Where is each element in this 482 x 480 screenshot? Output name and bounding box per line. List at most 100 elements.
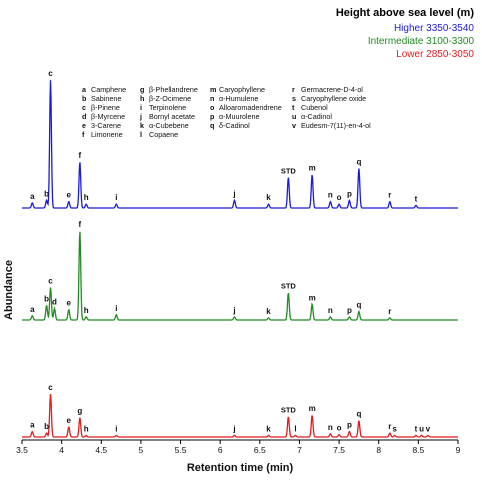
key-compound-name: Bornyl acetate xyxy=(149,112,195,121)
key-letter: h xyxy=(140,94,145,103)
key-letter: g xyxy=(140,85,145,94)
legend-entry-intermediate: Intermediate 3100-3300 xyxy=(367,36,474,47)
key-item-e: e 3-Carene xyxy=(82,121,121,131)
key-compound-name: β-Myrcene xyxy=(91,112,126,121)
peak-label-1-15: q xyxy=(356,157,361,166)
key-letter: m xyxy=(210,85,217,94)
peak-label-1-12: n xyxy=(328,191,333,200)
peak-label-1-8: j xyxy=(232,189,235,198)
peak-label-3-12: m xyxy=(309,404,316,413)
key-compound-name: β-Phellandrene xyxy=(149,85,198,94)
peak-label-3-7: i xyxy=(115,424,117,433)
key-compound-name: β-Pinene xyxy=(91,103,120,112)
key-compound-name: α-Humulene xyxy=(219,94,259,103)
peak-label-2-8: i xyxy=(115,304,117,313)
peak-label-3-1: a xyxy=(30,421,35,430)
peak-label-2-11: STD xyxy=(281,282,297,291)
peak-label-2-10: k xyxy=(266,307,271,316)
peak-label-3-9: k xyxy=(266,424,271,433)
peak-label-3-3: c xyxy=(48,383,53,392)
peak-label-1-5: f xyxy=(79,151,82,160)
legend-entry-higher: Higher 3350-3540 xyxy=(393,23,474,34)
key-letter: r xyxy=(292,85,295,94)
key-letter: k xyxy=(140,121,144,130)
peak-label-3-4: e xyxy=(67,416,72,425)
key-item-r: r Germacrene-D-4-ol xyxy=(292,85,363,95)
peak-label-3-15: p xyxy=(347,421,352,430)
key-letter: s xyxy=(292,94,296,103)
peak-label-3-6: h xyxy=(84,424,89,433)
x-tick-label-2: 4 xyxy=(59,445,64,455)
peak-label-2-7: h xyxy=(84,306,89,315)
key-item-g: g β-Phellandrene xyxy=(140,85,198,95)
key-compound-name: α-Cadinol xyxy=(301,112,332,121)
peak-label-3-13: n xyxy=(328,423,333,432)
key-compound-name: Camphene xyxy=(91,85,127,94)
peak-label-3-14: o xyxy=(337,424,342,433)
peak-label-2-4: d xyxy=(52,297,57,306)
key-compound-name: α-Muurolene xyxy=(219,112,260,121)
key-item-t: t Cubenol xyxy=(292,103,328,113)
key-compound-name: β-Z-Ocimene xyxy=(149,94,192,103)
key-letter: o xyxy=(210,103,215,112)
peak-label-3-5: g xyxy=(77,407,82,416)
key-item-n: n α-Humulene xyxy=(210,94,259,104)
series-line-3 xyxy=(22,394,458,438)
key-letter: u xyxy=(292,112,297,121)
key-letter: v xyxy=(292,121,296,130)
key-item-d: d β-Myrcene xyxy=(82,112,126,122)
x-tick-label-1: 3.5 xyxy=(16,445,28,455)
series-line-2 xyxy=(22,231,458,321)
x-tick-label-7: 6.5 xyxy=(254,445,266,455)
peak-label-2-1: a xyxy=(30,305,35,314)
key-item-l: l Copaene xyxy=(140,130,178,140)
peak-label-2-16: r xyxy=(388,307,391,316)
x-tick-label-6: 6 xyxy=(218,445,223,455)
peak-label-1-17: t xyxy=(415,194,418,203)
key-compound-name: α-Cubebene xyxy=(149,121,189,130)
x-tick-label-3: 4.5 xyxy=(95,445,107,455)
key-letter: d xyxy=(82,112,87,121)
peak-label-1-9: k xyxy=(266,193,271,202)
key-item-j: j Bornyl acetate xyxy=(140,112,195,122)
key-item-q: q δ-Cadinol xyxy=(210,121,250,131)
peak-label-3-8: j xyxy=(232,424,235,433)
x-tick-label-9: 7.5 xyxy=(333,445,345,455)
key-compound-name: Alloaromadendrene xyxy=(219,103,282,112)
key-item-b: b Sabinene xyxy=(82,94,121,104)
peak-label-1-4: e xyxy=(67,191,72,200)
x-tick-label-11: 8.5 xyxy=(412,445,424,455)
key-compound-name: 3-Carene xyxy=(91,121,121,130)
peak-label-2-3: c xyxy=(48,276,53,285)
key-item-u: u α-Cadinol xyxy=(292,112,332,122)
x-tick-label-8: 7 xyxy=(297,445,302,455)
peak-label-3-2: b xyxy=(44,422,49,431)
peak-label-3-20: u xyxy=(419,424,424,433)
key-item-f: f Limonene xyxy=(82,130,123,140)
peak-label-1-16: r xyxy=(388,191,391,200)
key-compound-name: Caryophyllene xyxy=(219,85,265,94)
peak-label-2-6: f xyxy=(79,220,82,229)
peak-label-1-11: m xyxy=(309,164,316,173)
key-letter: e xyxy=(82,121,86,130)
peak-label-2-13: n xyxy=(328,306,333,315)
peak-label-1-14: p xyxy=(347,189,352,198)
peak-label-2-9: j xyxy=(232,306,235,315)
key-item-a: a Camphene xyxy=(82,85,127,95)
key-letter: p xyxy=(210,112,215,121)
peak-label-3-21: v xyxy=(426,424,431,433)
key-letter: b xyxy=(82,94,87,103)
key-compound-name: Limonene xyxy=(91,130,123,139)
key-letter: j xyxy=(140,112,142,121)
key-compound-name: Caryophyllene oxide xyxy=(301,94,367,103)
key-item-o: o Alloaromadendrene xyxy=(210,103,282,113)
peak-label-2-12: m xyxy=(309,293,316,302)
key-letter: a xyxy=(82,85,86,94)
peak-label-3-17: r xyxy=(388,422,391,431)
peak-label-1-13: o xyxy=(337,193,342,202)
key-item-s: s Caryophyllene oxide xyxy=(292,94,367,104)
peak-label-1-7: i xyxy=(115,193,117,202)
key-letter: q xyxy=(210,121,215,130)
x-tick-label-10: 8 xyxy=(376,445,381,455)
